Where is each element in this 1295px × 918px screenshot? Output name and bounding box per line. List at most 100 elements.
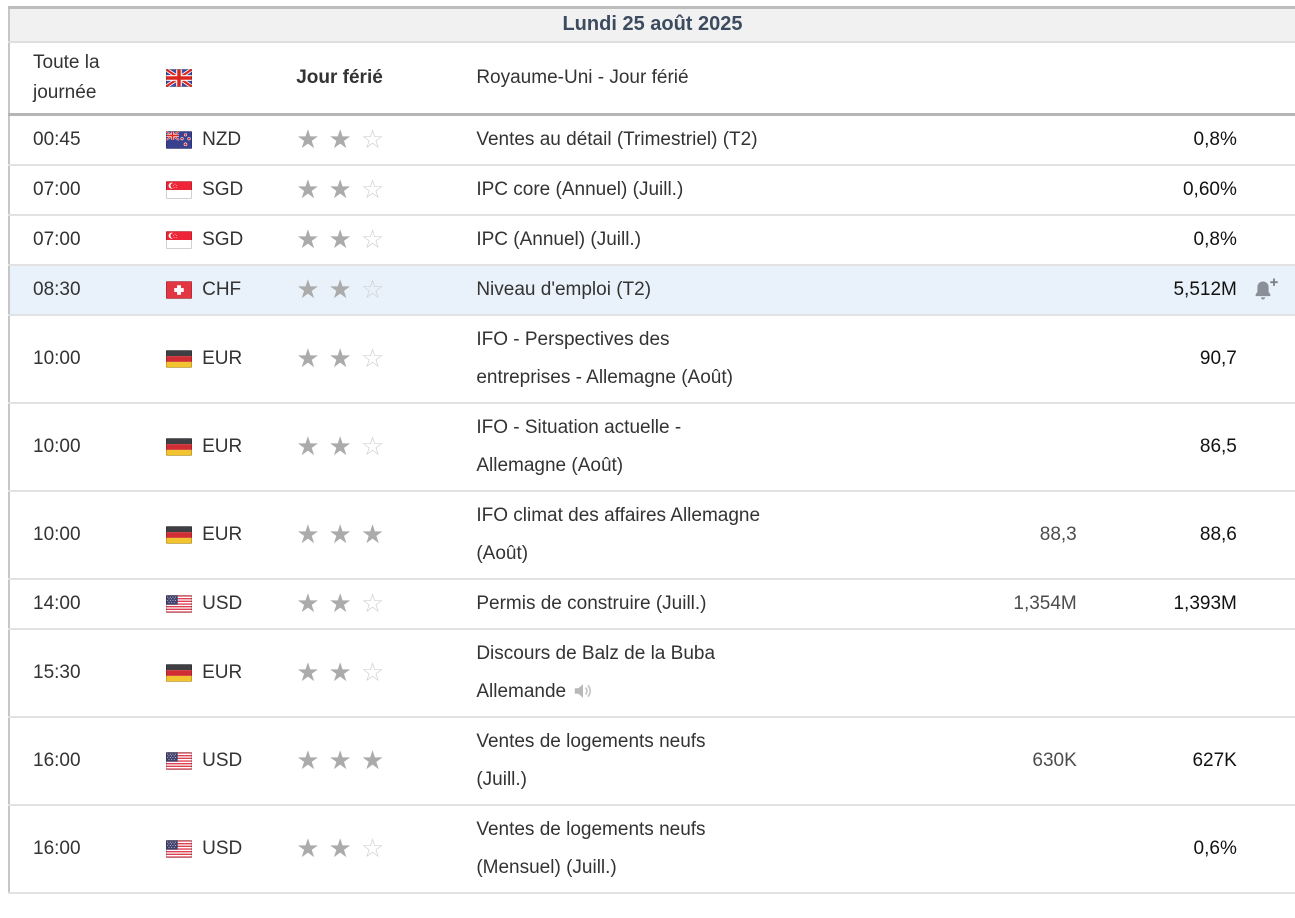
event-cell: Royaume-Uni - Jour férié xyxy=(476,42,1237,115)
currency-cell: CHF xyxy=(166,265,296,315)
actual-value xyxy=(777,579,897,629)
currency-cell: EUR xyxy=(166,491,296,579)
event-name[interactable]: Ventes de logements neufs (Juill.) xyxy=(476,730,706,790)
event-cell: Discours de Balz de la Buba Allemande xyxy=(476,629,776,717)
germany-flag-icon xyxy=(166,663,193,682)
event-cell: Permis de construire (Juill.) xyxy=(476,579,776,629)
star-filled-icon: ★ xyxy=(328,518,352,549)
event-name[interactable]: Royaume-Uni - Jour férié xyxy=(476,66,689,88)
previous-value xyxy=(1077,629,1237,717)
actual-value xyxy=(777,114,897,165)
event-row-highlighted: 08:30 CHF ★ ★ ☆ Niveau d'emploi (T2) 5,512… xyxy=(9,264,1295,315)
importance-stars: ★ ★ ☆ xyxy=(296,265,476,315)
currency-cell: EUR xyxy=(166,403,296,491)
star-empty-icon: ☆ xyxy=(360,587,385,618)
event-name[interactable]: Ventes au détail (Trimestriel) (T2) xyxy=(476,128,758,150)
event-name[interactable]: Permis de construire (Juill.) xyxy=(476,592,707,614)
previous-value: 0,8% xyxy=(1193,128,1237,150)
star-empty-icon: ☆ xyxy=(360,656,385,687)
event-cell: IFO - Situation actuelle - Allemagne (Ao… xyxy=(476,403,776,491)
new-zealand-flag-icon xyxy=(166,130,193,149)
event-name[interactable]: IFO climat des affaires Allemagne (Août) xyxy=(476,504,761,564)
forecast-value: 630K xyxy=(1032,749,1077,771)
event-name[interactable]: Ventes de logements neufs (Mensuel) (Jui… xyxy=(476,818,706,878)
event-cell: IFO climat des affaires Allemagne (Août) xyxy=(476,491,776,579)
event-name[interactable]: IPC core (Annuel) (Juill.) xyxy=(476,178,684,200)
star-filled-icon: ★ xyxy=(328,587,352,618)
event-name[interactable]: Discours de Balz de la Buba Allemande xyxy=(476,642,716,702)
star-filled-icon: ★ xyxy=(296,223,320,254)
actual-value xyxy=(777,165,897,215)
previous-value: 90,7 xyxy=(1199,347,1237,369)
event-row: 16:00 USD ★ ★ ★ Ventes de logements neufs … xyxy=(9,716,1295,805)
economic-calendar-table: Lundi 25 août 2025 Toute la journée Jour… xyxy=(8,6,1295,894)
star-filled-icon: ★ xyxy=(360,744,385,775)
holiday-type-cell: Jour férié xyxy=(296,42,476,115)
singapore-flag-icon xyxy=(166,180,193,199)
event-row: 07:00 SGD ★ ★ ☆ IPC core (Annuel) (Juill.)… xyxy=(9,164,1295,215)
currency-cell: USD xyxy=(166,805,296,893)
importance-stars: ★ ★ ☆ xyxy=(296,114,476,165)
singapore-flag-icon xyxy=(166,230,193,249)
star-filled-icon: ★ xyxy=(328,342,352,373)
event-row: 15:30 EUR ★ ★ ☆ Discours de Balz de la Bub… xyxy=(9,628,1295,717)
currency-cell: SGD xyxy=(166,215,296,265)
united-kingdom-flag-icon xyxy=(166,68,193,87)
importance-stars: ★ ★ ☆ xyxy=(296,805,476,893)
forecast-value: 1,354M xyxy=(1013,592,1077,614)
event-row: 10:00 EUR ★ ★ ☆ IFO - Situation actuelle -… xyxy=(9,402,1295,491)
star-filled-icon: ★ xyxy=(296,656,320,687)
importance-stars: ★ ★ ☆ xyxy=(296,315,476,403)
importance-stars: ★ ★ ☆ xyxy=(296,403,476,491)
star-filled-icon: ★ xyxy=(296,430,320,461)
united-states-flag-icon xyxy=(166,594,193,613)
add-alert-bell-icon[interactable] xyxy=(1251,277,1281,303)
actual-value xyxy=(777,491,897,579)
star-filled-icon: ★ xyxy=(296,518,320,549)
importance-stars: ★ ★ ☆ xyxy=(296,579,476,629)
event-name[interactable]: IFO - Situation actuelle - Allemagne (Ao… xyxy=(476,416,682,476)
forecast-value xyxy=(897,805,1077,893)
event-row: 07:00 SGD ★ ★ ☆ IPC (Annuel) (Juill.) 0,8% xyxy=(9,214,1295,265)
currency-cell: SGD xyxy=(166,165,296,215)
previous-value: 88,6 xyxy=(1199,523,1237,545)
forecast-value xyxy=(897,315,1077,403)
day-header-row: Lundi 25 août 2025 xyxy=(9,7,1295,43)
event-row: 10:00 EUR ★ ★ ★ IFO climat des affaires Al… xyxy=(9,490,1295,579)
forecast-value xyxy=(897,265,1077,315)
event-name[interactable]: Niveau d'emploi (T2) xyxy=(476,278,652,300)
currency-code: CHF xyxy=(202,278,242,300)
united-states-flag-icon xyxy=(166,839,193,858)
event-time: 10:00 xyxy=(33,347,81,369)
actual-value xyxy=(777,403,897,491)
star-filled-icon: ★ xyxy=(360,518,385,549)
star-empty-icon: ☆ xyxy=(360,223,385,254)
previous-value: 0,6% xyxy=(1193,837,1237,859)
event-time: 08:30 xyxy=(33,278,81,300)
forecast-value xyxy=(897,629,1077,717)
event-cell: IFO - Perspectives des entreprises - All… xyxy=(476,315,776,403)
previous-value: 86,5 xyxy=(1199,435,1237,457)
currency-cell: EUR xyxy=(166,629,296,717)
previous-value: 5,512M xyxy=(1173,278,1237,300)
actual-value xyxy=(777,315,897,403)
event-time: 07:00 xyxy=(33,178,81,200)
currency-cell: EUR xyxy=(166,315,296,403)
star-empty-icon: ☆ xyxy=(360,273,385,304)
forecast-value xyxy=(897,114,1077,165)
holiday-row: Toute la journée Jour férié Royaume-Uni … xyxy=(9,41,1295,115)
previous-value: 0,60% xyxy=(1182,178,1237,200)
forecast-value xyxy=(897,165,1077,215)
star-filled-icon: ★ xyxy=(328,223,352,254)
star-filled-icon: ★ xyxy=(296,123,320,154)
event-name[interactable]: IPC (Annuel) (Juill.) xyxy=(476,228,642,250)
star-filled-icon: ★ xyxy=(296,832,320,863)
forecast-value xyxy=(897,215,1077,265)
event-row: 16:00 USD ★ ★ ☆ Ventes de logements neufs … xyxy=(9,804,1295,893)
event-name[interactable]: IFO - Perspectives des entreprises - All… xyxy=(476,328,733,388)
united-states-flag-icon xyxy=(166,751,193,770)
importance-stars: ★ ★ ★ xyxy=(296,717,476,805)
star-filled-icon: ★ xyxy=(296,587,320,618)
importance-stars: ★ ★ ☆ xyxy=(296,215,476,265)
switzerland-flag-icon xyxy=(166,280,193,299)
